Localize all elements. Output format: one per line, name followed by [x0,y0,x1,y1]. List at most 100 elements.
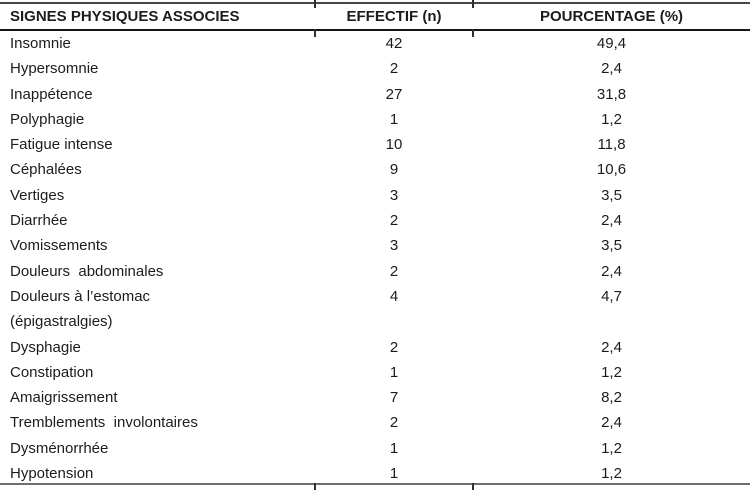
sign-label-cell: Dysphagie [0,335,315,360]
pourcentage-cell: 4,7 [601,287,622,305]
table-row: Douleurs abdominales 2 2,4 [0,259,750,284]
sign-label-cell: Hypotension [0,461,315,486]
effectif-cell: 1 [389,110,399,128]
sign-label-cell: Insomnie [0,31,315,56]
pourcentage-cell: 2,4 [601,414,622,432]
table-row: Insomnie 42 49,4 [0,31,750,56]
sign-label-cell: Constipation [0,360,315,385]
header-pourcentage: POURCENTAGE (%) [539,8,684,25]
sign-label-cell: Inappétence [0,82,315,107]
effectif-cell: 1 [389,439,399,457]
effectif-cell: 2 [389,60,399,78]
effectif-cell: 27 [385,85,403,103]
sign-label: Hypersomnie [10,60,99,78]
header-effectif: EFFECTIF (n) [346,8,442,25]
pourcentage-cell: 10,6 [596,161,627,179]
sign-label: Tremblements involontaires [10,414,198,432]
sign-label-cell: Douleurs à l’estomac (épigastralgies) [0,284,315,335]
sign-label: Céphalées [10,161,82,179]
sign-label-continuation: (épigastralgies) [10,313,113,331]
pourcentage-cell: 1,2 [601,363,622,381]
sign-label-cell: Douleurs abdominales [0,259,315,284]
table-row: Polyphagie 1 1,2 [0,107,750,132]
sign-label-cell: Amaigrissement [0,385,315,410]
pourcentage-cell: 3,5 [601,186,622,204]
sign-label: Diarrhée [10,212,68,230]
table-top-border [0,2,750,4]
effectif-cell: 1 [389,465,399,483]
effectif-cell: 10 [385,136,403,154]
effectif-cell: 3 [389,237,399,255]
table-row: Dysménorrhée 1 1,2 [0,436,750,461]
header-bottom-border [0,29,750,31]
sign-label-cell: Fatigue intense [0,132,315,157]
table-row: Hypersomnie 2 2,4 [0,56,750,81]
table-row: Constipation 1 1,2 [0,360,750,385]
pourcentage-cell: 1,2 [601,465,622,483]
effectif-cell: 2 [389,212,399,230]
sign-label-cell: Tremblements involontaires [0,410,315,435]
pourcentage-cell: 49,4 [596,35,627,52]
sign-label: Hypotension [10,465,94,483]
sign-label-cell: Vomissements [0,233,315,258]
sign-label-cell: Hypersomnie [0,56,315,81]
table-row: Hypotension 1 1,2 [0,461,750,486]
sign-label: Insomnie [10,35,71,52]
table-row: Douleurs à l’estomac (épigastralgies) 4 4… [0,284,750,335]
table-row: Tremblements involontaires 2 2,4 [0,410,750,435]
table-row: Inappétence 27 31,8 [0,82,750,107]
header-signes-physiques: SIGNES PHYSIQUES ASSOCIES [10,8,240,25]
sign-label: Polyphagie [10,110,85,128]
table-row: Diarrhée 2 2,4 [0,208,750,233]
table-row: Céphalées 9 10,6 [0,157,750,182]
pourcentage-cell: 2,4 [601,338,622,356]
sign-label: Vertiges [10,186,65,204]
effectif-cell: 3 [389,186,399,204]
sign-label-cell: Dysménorrhée [0,436,315,461]
sign-label-cell: Polyphagie [0,107,315,132]
effectif-cell: 42 [385,35,403,52]
sign-label: Douleurs abdominales [10,262,164,280]
sign-label-cell: Diarrhée [0,208,315,233]
pourcentage-cell: 2,4 [601,60,622,78]
pourcentage-cell: 3,5 [601,237,622,255]
pourcentage-cell: 1,2 [601,110,622,128]
sign-label: Dysménorrhée [10,439,109,457]
column-tick [314,0,316,8]
table-row: Fatigue intense 10 11,8 [0,132,750,157]
table-row: Amaigrissement 7 8,2 [0,385,750,410]
sign-label: Constipation [10,363,94,381]
pourcentage-cell: 11,8 [597,136,626,154]
pourcentage-cell: 8,2 [601,389,622,407]
column-tick [472,483,474,490]
table-header-row: SIGNES PHYSIQUES ASSOCIES EFFECTIF (n) P… [0,4,750,29]
pourcentage-cell: 2,4 [601,212,622,230]
table-row: Dysphagie 2 2,4 [0,335,750,360]
sign-label: Douleurs à l’estomac [10,287,151,305]
sign-label: Fatigue intense [10,136,113,154]
column-tick [472,0,474,8]
sign-label: Dysphagie [10,338,81,356]
pourcentage-cell: 2,4 [601,262,622,280]
sign-label: Inappétence [10,85,93,103]
effectif-cell: 2 [389,262,399,280]
effectif-cell: 9 [389,161,399,179]
sign-label: Amaigrissement [10,389,118,407]
effectif-cell: 1 [389,363,399,381]
effectif-cell: 2 [389,338,399,356]
effectif-cell: 2 [389,414,399,432]
sign-label: Vomissements [10,237,108,255]
column-tick [472,29,474,37]
column-tick [314,29,316,37]
column-tick [314,483,316,490]
table-row: Vertiges 3 3,5 [0,183,750,208]
effectif-cell: 7 [389,389,399,407]
table-body: Insomnie 42 49,4 Hypersomnie 2 2,4 Inapp… [0,31,750,486]
effectif-cell: 4 [389,287,399,305]
pourcentage-cell: 1,2 [601,439,622,457]
table-row: Vomissements 3 3,5 [0,233,750,258]
sign-label-cell: Vertiges [0,183,315,208]
table-bottom-border [0,483,750,485]
sign-label-cell: Céphalées [0,157,315,182]
